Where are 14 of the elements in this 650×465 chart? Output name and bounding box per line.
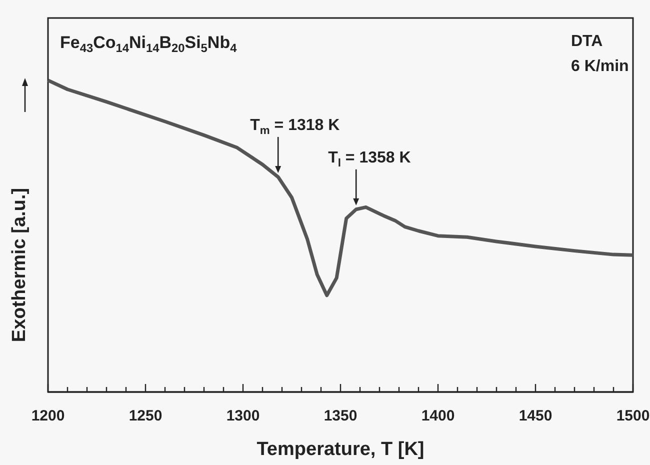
x-tick-label: 1400 xyxy=(421,408,455,424)
x-tick-label: 1250 xyxy=(128,408,162,424)
y-axis-title: Exothermic [a.u.] xyxy=(9,188,30,342)
x-tick-label: 1450 xyxy=(518,408,552,424)
chart-title: Fe$_{43}$Co$_{14}$Ni$_{14}$B$_{20}$Si$_{5}$Nb$_{4}$ xyxy=(60,33,237,56)
annotation: T$_{l}$ = 1358 K xyxy=(328,149,412,170)
x-tick-label: 1500 xyxy=(616,408,650,424)
annotation: T$_{m}$ = 1318 K xyxy=(250,116,340,137)
text: 6 K/min xyxy=(571,58,629,75)
x-tick-label: 1350 xyxy=(324,408,358,424)
x-tick-label: 1300 xyxy=(226,408,260,424)
text: DTA xyxy=(571,33,604,50)
x-tick-label: 1200 xyxy=(31,408,65,424)
x-axis-title: Temperature, T [K] xyxy=(256,439,424,460)
